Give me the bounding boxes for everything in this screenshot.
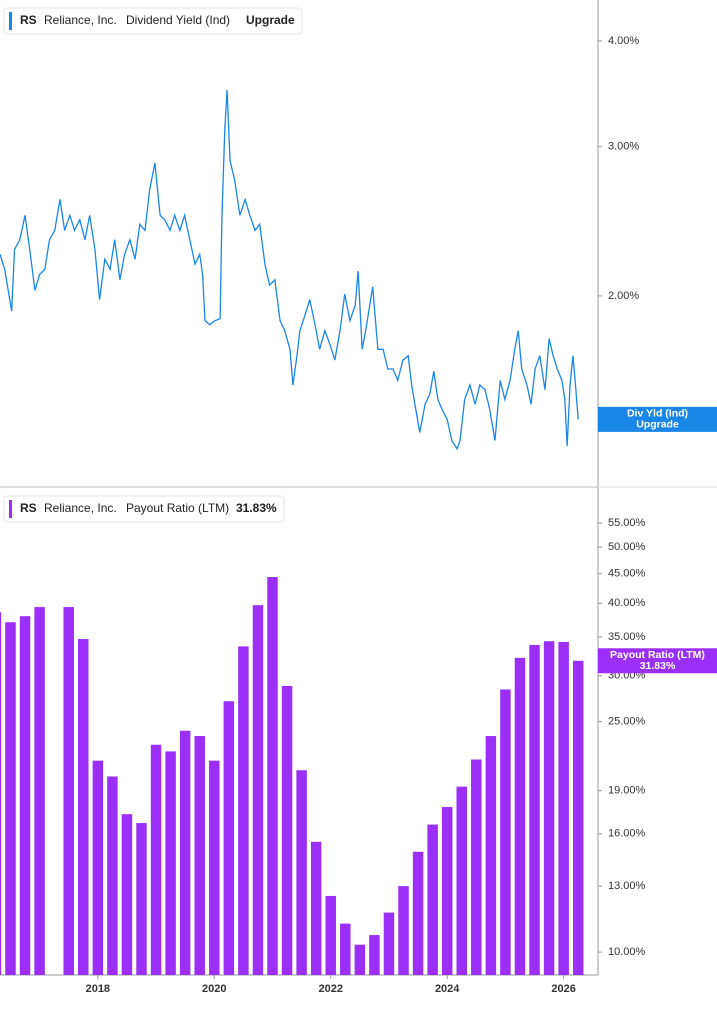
bar: [412, 851, 424, 975]
bar: [543, 641, 555, 975]
bar: [136, 823, 147, 975]
bar: [252, 605, 264, 975]
x-tick-label: 2020: [202, 983, 226, 995]
value-tag: [598, 648, 717, 674]
value-tag-label: Div Yld (Ind): [627, 408, 688, 420]
bar: [529, 644, 540, 975]
bar: [5, 622, 16, 975]
bar: [281, 685, 293, 975]
y-tick-label: 35.00%: [608, 631, 646, 643]
company: Reliance, Inc.: [44, 501, 117, 515]
bar: [238, 646, 249, 975]
y-tick-label: 40.00%: [608, 597, 646, 609]
bar: [572, 660, 584, 975]
bar: [471, 759, 482, 975]
y-tick-label: 3.00%: [608, 141, 639, 153]
bar: [296, 770, 307, 975]
bar: [267, 577, 278, 975]
x-tick-label: 2024: [435, 983, 460, 995]
ticker: RS: [20, 13, 37, 27]
company: Reliance, Inc.: [44, 13, 117, 27]
bar: [310, 841, 322, 975]
legend: RS Reliance, Inc. Payout Ratio (LTM) 31.…: [3, 495, 285, 523]
y-tick-label: 13.00%: [608, 880, 646, 892]
legend: RS Reliance, Inc. Dividend Yield (Ind) U…: [3, 7, 303, 35]
plot-area: [0, 89, 579, 451]
bar: [121, 814, 133, 975]
legend-label: Dividend Yield (Ind): [126, 13, 230, 27]
y-tick-label: 50.00%: [608, 541, 646, 553]
bar: [441, 807, 453, 975]
bar: [19, 616, 31, 975]
x-tick-label: 2022: [318, 983, 342, 995]
bar: [500, 689, 511, 975]
value-tag: [598, 406, 717, 432]
bar: [63, 607, 74, 975]
bar: [165, 751, 176, 975]
ticker: RS: [20, 501, 37, 515]
bar: [179, 730, 191, 975]
value-tag-label: 31.83%: [640, 660, 676, 672]
bar: [223, 701, 235, 975]
line: [0, 89, 579, 451]
legend-box: [3, 7, 303, 35]
x-tick-label: 2018: [86, 983, 110, 995]
bar: [34, 607, 45, 975]
bar: [398, 886, 409, 975]
legend-swatch: [9, 500, 12, 518]
bar: [383, 912, 395, 975]
y-tick-label: 4.00%: [608, 35, 639, 47]
bar: [354, 944, 366, 975]
plot-area: [0, 577, 584, 975]
bar: [558, 641, 569, 975]
legend-box: [3, 495, 285, 523]
status: Upgrade: [246, 13, 295, 27]
bar: [427, 824, 438, 975]
y-tick-label: 19.00%: [608, 785, 646, 797]
bar: [485, 736, 497, 975]
bar: [107, 776, 118, 975]
y-tick-label: 16.00%: [608, 828, 646, 840]
bar: [369, 935, 380, 975]
bar: [78, 639, 89, 975]
bar: [194, 736, 205, 975]
bar: [456, 786, 467, 975]
x-tick-label: 2026: [551, 983, 575, 995]
bar: [340, 923, 351, 975]
value-tag-label: Payout Ratio (LTM): [610, 649, 705, 661]
y-tick-label: 25.00%: [608, 715, 646, 727]
bar: [92, 760, 104, 975]
bar: [514, 657, 526, 975]
y-tick-label: 2.00%: [608, 290, 639, 302]
bar: [325, 895, 336, 975]
y-tick-label: 45.00%: [608, 568, 646, 580]
bar: [0, 612, 2, 975]
value-tag-label: Upgrade: [636, 419, 679, 431]
bar: [150, 744, 162, 975]
legend-label: Payout Ratio (LTM): [126, 501, 229, 515]
y-tick-label: 55.00%: [608, 517, 646, 529]
legend-swatch: [9, 12, 12, 30]
y-tick-label: 10.00%: [608, 946, 646, 958]
legend-value: 31.83%: [236, 501, 277, 515]
bar: [209, 760, 220, 975]
